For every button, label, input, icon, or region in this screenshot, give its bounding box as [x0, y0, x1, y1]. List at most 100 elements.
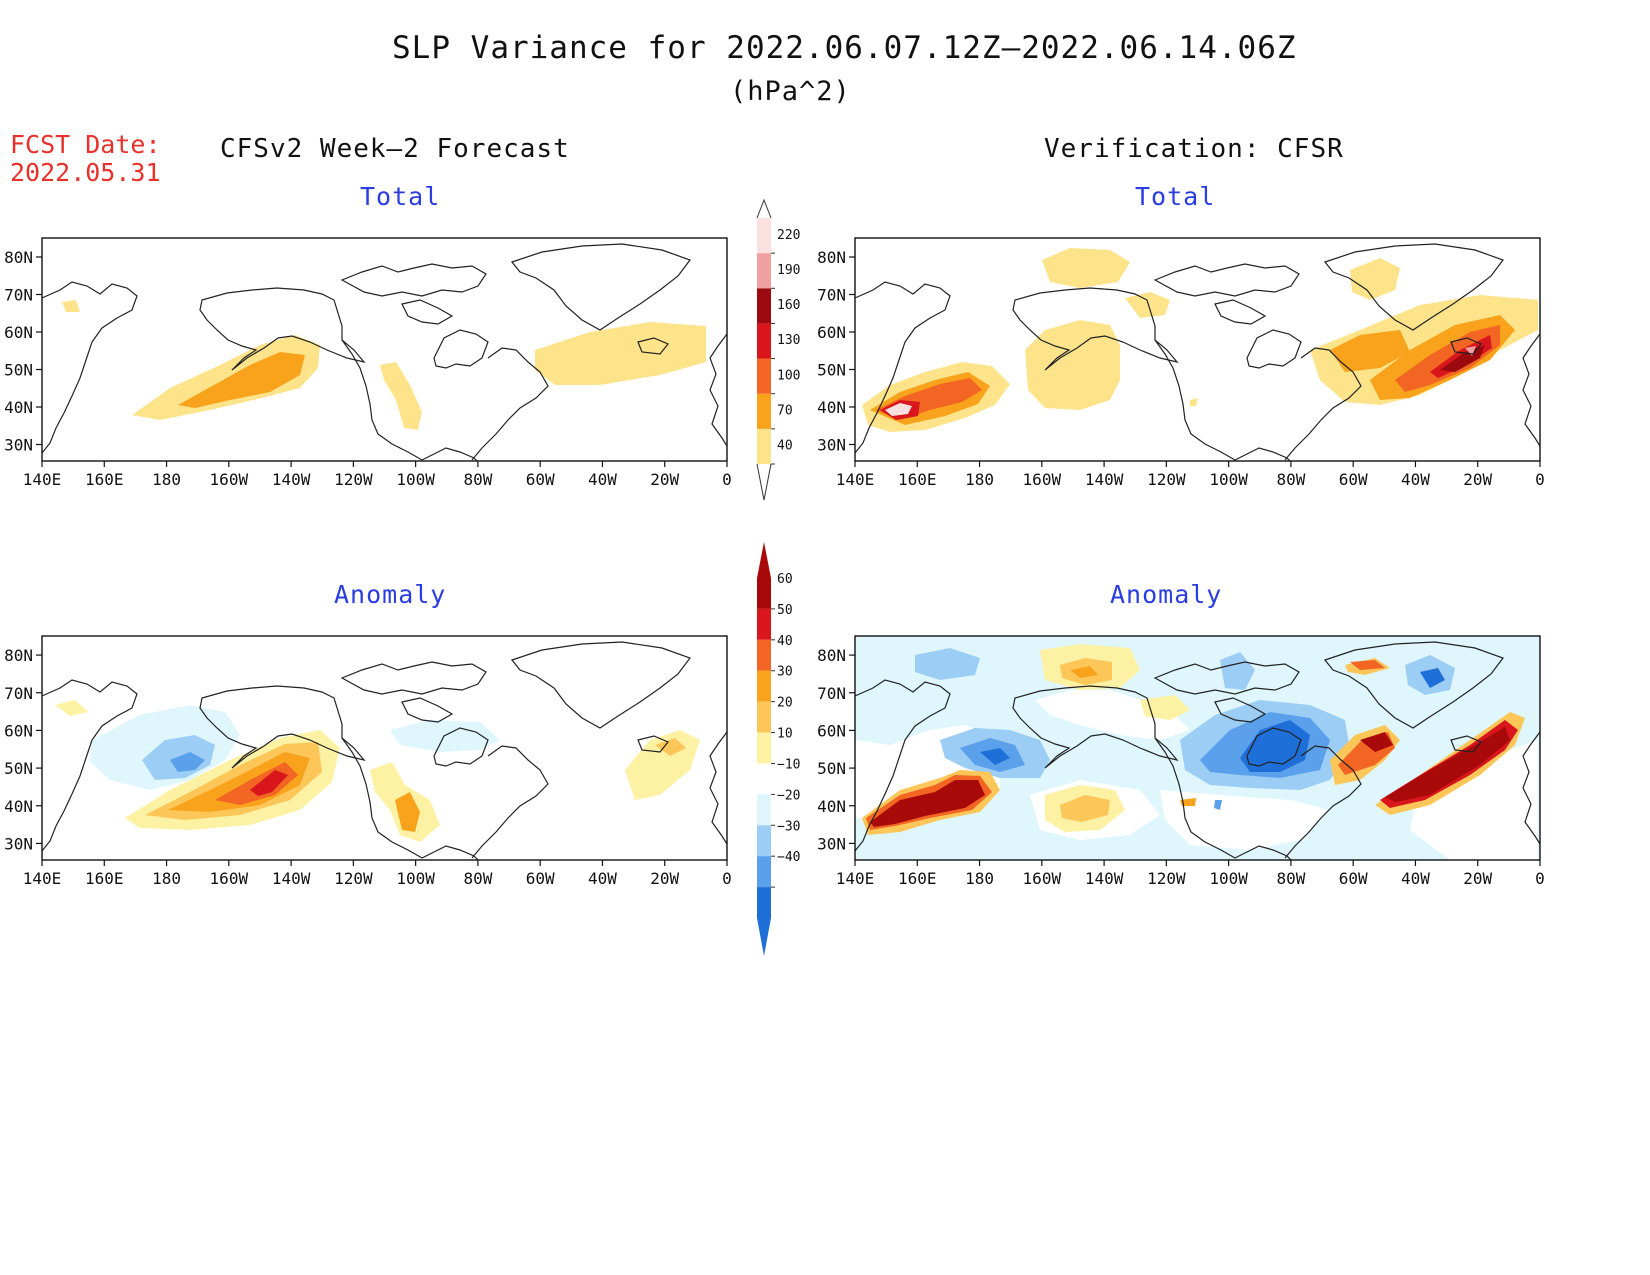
forecast-anomaly-lon-label: 80W: [463, 869, 492, 888]
forecast-anomaly-lon-label: 160E: [85, 869, 124, 888]
anomaly-colorbar-bottom-arrow: [757, 918, 771, 956]
verification-total-lat-label: 50N: [817, 361, 846, 380]
total-colorbar-label: 130: [777, 333, 800, 348]
forecast-total-lon-label: 140E: [23, 470, 62, 489]
forecast-total-lat-label: 40N: [4, 398, 33, 417]
verification-anomaly-lon-label: 180: [965, 869, 994, 888]
anomaly-colorbar-swatch: [757, 608, 771, 640]
anomaly-colorbar-label: 60: [777, 572, 793, 587]
forecast-total-lat-label: 70N: [4, 286, 33, 305]
fcst-date-label: FCST Date:: [10, 130, 161, 159]
anomaly-colorbar-swatch: [757, 639, 771, 671]
anomaly-colorbar-swatch: [757, 701, 771, 733]
verification-total-lon-label: 140E: [836, 470, 875, 489]
forecast-anomaly-lat-label: 30N: [4, 834, 33, 853]
anomaly-colorbar-swatch: [757, 887, 771, 918]
forecast-anomaly-lat-label: 60N: [4, 721, 33, 740]
verification-total-lon-label: 60W: [1339, 470, 1368, 489]
anomaly-colorbar-swatch: [757, 763, 771, 795]
forecast-anomaly-lat-label: 80N: [4, 646, 33, 665]
verification-total-lon-label: 100W: [1209, 470, 1248, 489]
forecast-anomaly-lon-label: 20W: [650, 869, 679, 888]
anomaly-colorbar-swatch: [757, 825, 771, 857]
forecast-anomaly-map: [41, 635, 728, 861]
forecast-anomaly-lon-label: 160W: [210, 869, 249, 888]
verification-total-lon-label: 80W: [1276, 470, 1305, 489]
total-colorbar-swatch: [757, 393, 771, 429]
verification-total-lon-label: 0: [1535, 470, 1545, 489]
total-colorbar: 40 70 100 130 160 190 220: [756, 198, 800, 501]
verification-anomaly-lat-label: 30N: [817, 834, 846, 853]
anomaly-colorbar-swatch: [757, 732, 771, 764]
verification-anomaly-lon-label: 160W: [1023, 869, 1062, 888]
figure-units: (hPa^2): [730, 76, 851, 107]
left-column-title: CFSv2 Week—2 Forecast: [220, 134, 570, 164]
verification-anomaly-lon-label: 100W: [1209, 869, 1248, 888]
axis-tick-labels: 140E 160E 180 160W 140W 120W 100W 80W 60W 40W 20W 0…: [4, 248, 1545, 888]
anomaly-colorbar-label: −40: [777, 850, 800, 865]
verification-anomaly-lat-label: 70N: [817, 684, 846, 703]
verification-total-lat-label: 40N: [817, 398, 846, 417]
forecast-anomaly-lon-label: 140W: [272, 869, 311, 888]
forecast-anomaly-lon-label: 40W: [588, 869, 617, 888]
total-colorbar-swatch: [757, 218, 771, 254]
verification-anomaly-lon-label: 0: [1535, 869, 1545, 888]
anomaly-colorbar-label: 30: [777, 665, 793, 680]
verification-total-lat-label: 70N: [817, 286, 846, 305]
verification-anomaly-lon-label: 160E: [898, 869, 937, 888]
total-colorbar-swatch: [757, 358, 771, 394]
verification-total-lon-label: 160W: [1023, 470, 1062, 489]
verification-anomaly-lon-label: 60W: [1339, 869, 1368, 888]
total-colorbar-label: 160: [777, 298, 800, 313]
verification-anomaly-map: [854, 635, 1541, 861]
anomaly-colorbar-swatch: [757, 578, 771, 609]
verification-anomaly-lat-label: 50N: [817, 759, 846, 778]
anomaly-colorbar-swatch: [757, 856, 771, 888]
forecast-total-lon-label: 80W: [463, 470, 492, 489]
total-colorbar-label: 220: [777, 228, 800, 243]
total-colorbar-swatch: [757, 288, 771, 324]
forecast-anomaly-lat-label: 70N: [4, 684, 33, 703]
verification-anomaly-lat-label: 80N: [817, 646, 846, 665]
forecast-total-lat-label: 80N: [4, 248, 33, 267]
forecast-total-lat-label: 30N: [4, 436, 33, 455]
forecast-total-lat-label: 50N: [4, 361, 33, 380]
verification-anomaly-lon-label: 80W: [1276, 869, 1305, 888]
right-column-title: Verification: CFSR: [1044, 134, 1344, 164]
total-colorbar-swatch: [757, 428, 771, 464]
forecast-total-map: [41, 237, 728, 462]
anomaly-colorbar-label: 20: [777, 696, 793, 711]
forecast-anomaly-lon-label: 180: [152, 869, 181, 888]
forecast-total-label: Total: [360, 182, 441, 211]
fcst-date-value: 2022.05.31: [10, 158, 161, 187]
total-colorbar-label: 40: [777, 439, 793, 454]
anomaly-colorbar-label: −30: [777, 819, 800, 834]
verification-anomaly-lat-label: 40N: [817, 797, 846, 816]
forecast-total-lon-label: 160W: [210, 470, 249, 489]
forecast-total-lon-label: 180: [152, 470, 181, 489]
forecast-anomaly-lon-label: 120W: [334, 869, 373, 888]
anomaly-colorbar-top-arrow: [757, 542, 771, 578]
anomaly-colorbar-label: 40: [777, 634, 793, 649]
anomaly-colorbar-label: −20: [777, 788, 800, 803]
forecast-anomaly-lon-label: 0: [722, 869, 732, 888]
verification-anomaly-lon-label: 140W: [1085, 869, 1124, 888]
forecast-total-lon-label: 160E: [85, 470, 124, 489]
verification-total-lon-label: 20W: [1463, 470, 1492, 489]
verification-total-lon-label: 180: [965, 470, 994, 489]
verification-total-lat-label: 60N: [817, 323, 846, 342]
verification-anomaly-label: Anomaly: [1110, 580, 1223, 609]
forecast-total-lon-label: 60W: [526, 470, 555, 489]
verification-anomaly-lat-label: 60N: [817, 721, 846, 740]
forecast-anomaly-lon-label: 140E: [23, 869, 62, 888]
forecast-total-lon-label: 0: [722, 470, 732, 489]
forecast-total-lon-label: 20W: [650, 470, 679, 489]
verification-total-lon-label: 120W: [1147, 470, 1186, 489]
forecast-total-lon-label: 40W: [588, 470, 617, 489]
forecast-anomaly-lon-label: 60W: [526, 869, 555, 888]
forecast-total-lon-label: 120W: [334, 470, 373, 489]
total-colorbar-label: 70: [777, 404, 793, 419]
forecast-total-lon-label: 140W: [272, 470, 311, 489]
figure-title: SLP Variance for 2022.06.07.12Z—2022.06.…: [392, 30, 1297, 66]
